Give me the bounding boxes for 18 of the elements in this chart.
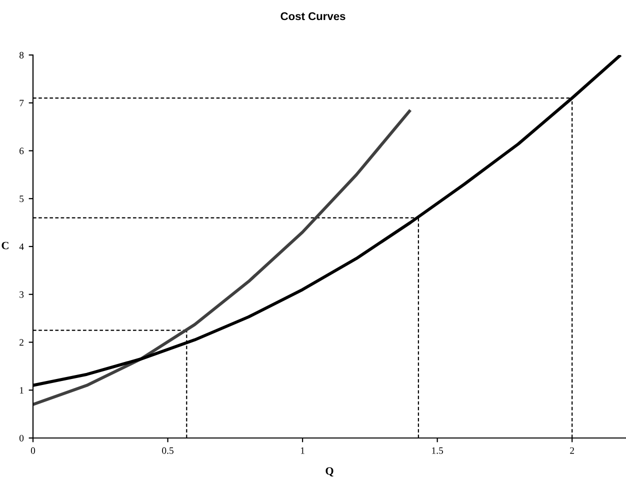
chart-title: Cost Curves <box>280 12 346 20</box>
x-tick-label: 0.5 <box>162 447 174 454</box>
y-tick-label: 2 <box>20 339 24 346</box>
x-tick-label: 2 <box>570 447 574 454</box>
y-axis-title: C <box>2 242 8 250</box>
y-tick-label: 5 <box>20 196 24 202</box>
y-tick-label: 4 <box>19 243 24 250</box>
y-tick-label: 6 <box>20 148 24 154</box>
x-tick-label: 1 <box>300 447 304 454</box>
line-series <box>33 108 412 406</box>
y-tick-label: 1 <box>20 387 24 394</box>
y-tick-label: 0 <box>19 434 24 442</box>
x-tick-label: 0 <box>30 447 36 454</box>
x-tick-label: 1.5 <box>432 447 444 454</box>
y-tick-label: 7 <box>20 100 24 106</box>
y-tick-label: 8 <box>19 52 24 58</box>
y-tick-label: 3 <box>20 291 24 298</box>
x-axis-title: Q <box>326 467 334 476</box>
